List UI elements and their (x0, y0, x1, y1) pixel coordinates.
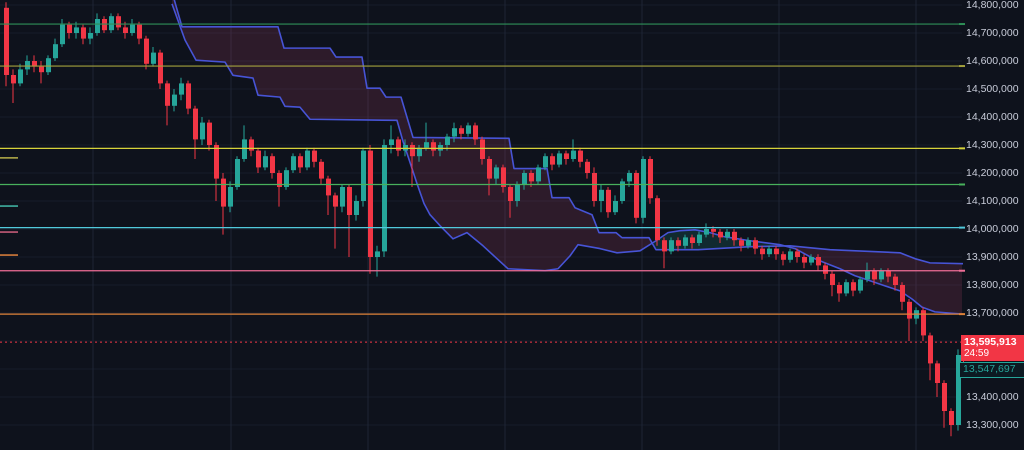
horizontal-lines[interactable] (0, 23, 965, 316)
current-price-value: 13,595,913 (964, 336, 1017, 349)
secondary-price-badge: 13,547,697 (959, 362, 1024, 379)
grid (0, 0, 962, 450)
price-axis-label: 14,700,000 (966, 27, 1019, 39)
price-axis-label: 14,400,000 (966, 111, 1019, 123)
price-axis-label: 14,600,000 (966, 55, 1019, 67)
price-axis-label: 14,000,000 (966, 223, 1019, 235)
price-axis-label: 13,900,000 (966, 251, 1019, 263)
candles-series (4, 2, 964, 437)
price-axis-label: 14,200,000 (966, 167, 1019, 179)
price-axis-label: 14,500,000 (966, 83, 1019, 95)
secondary-price-value: 13,547,697 (963, 363, 1016, 376)
left-edge-ticks (0, 157, 18, 256)
price-axis[interactable]: 14,800,000 14,700,000 14,600,000 14,500,000… (960, 0, 1024, 450)
price-axis-label: 14,300,000 (966, 139, 1019, 151)
bar-countdown: 24:59 (964, 348, 990, 360)
price-axis-label: 14,800,000 (966, 0, 1019, 11)
price-axis-label: 13,300,000 (966, 419, 1019, 431)
price-axis-label: 13,700,000 (966, 307, 1019, 319)
price-axis-label: 13,800,000 (966, 279, 1019, 291)
price-axis-label: 13,400,000 (966, 391, 1019, 403)
current-price-badge: 13,595,913 24:59 (961, 335, 1024, 362)
price-axis-label: 14,100,000 (966, 195, 1019, 207)
